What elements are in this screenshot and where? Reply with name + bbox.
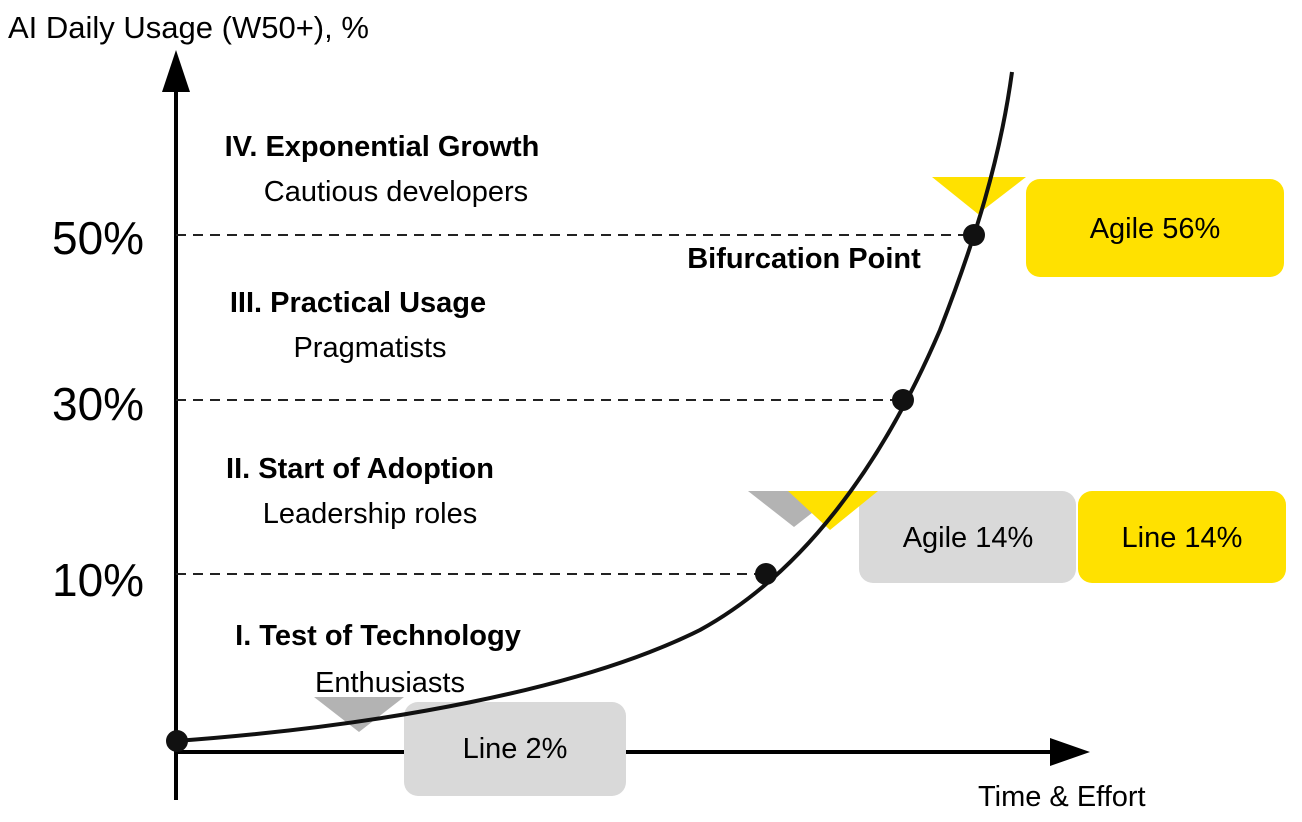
stage-4-subtitle: Cautious developers	[264, 176, 528, 208]
stage-2-subtitle: Leadership roles	[263, 498, 477, 530]
callout-line-2-label: Line 2%	[463, 733, 568, 765]
y-axis-title: AI Daily Usage (W50+), %	[8, 10, 369, 45]
marker-triangle-agile-56	[932, 177, 1026, 214]
stage-3-subtitle: Pragmatists	[293, 332, 446, 364]
stage-3-title: III. Practical Usage	[230, 287, 486, 319]
x-axis-arrowhead	[1050, 738, 1090, 766]
x-axis-title: Time & Effort	[978, 781, 1146, 813]
callout-agile-56-label: Agile 56%	[1090, 213, 1221, 245]
callout-agile-14-box	[859, 491, 1076, 583]
bifurcation-label: Bifurcation Point	[687, 243, 921, 275]
y-axis-arrowhead	[162, 50, 190, 92]
callout-agile-14-label: Agile 14%	[903, 522, 1034, 554]
tick-label-50: 50%	[52, 212, 144, 264]
callout-agile-56-box	[1026, 179, 1284, 277]
data-point-50	[963, 224, 985, 246]
stage-1-subtitle: Enthusiasts	[315, 667, 465, 699]
tick-label-10: 10%	[52, 554, 144, 606]
data-point-start	[166, 730, 188, 752]
tick-label-30: 30%	[52, 378, 144, 430]
stage-2-title: II. Start of Adoption	[226, 453, 494, 485]
data-point-10	[755, 563, 777, 585]
marker-triangle-line-14	[788, 491, 878, 530]
callout-line-14-label: Line 14%	[1122, 522, 1243, 554]
stage-4-title: IV. Exponential Growth	[225, 131, 540, 163]
data-point-30	[892, 389, 914, 411]
callout-line-2-box	[404, 702, 626, 796]
marker-triangle-line-2	[314, 697, 404, 732]
callout-line-14-box	[1078, 491, 1286, 583]
stage-1-title: I. Test of Technology	[235, 620, 521, 652]
